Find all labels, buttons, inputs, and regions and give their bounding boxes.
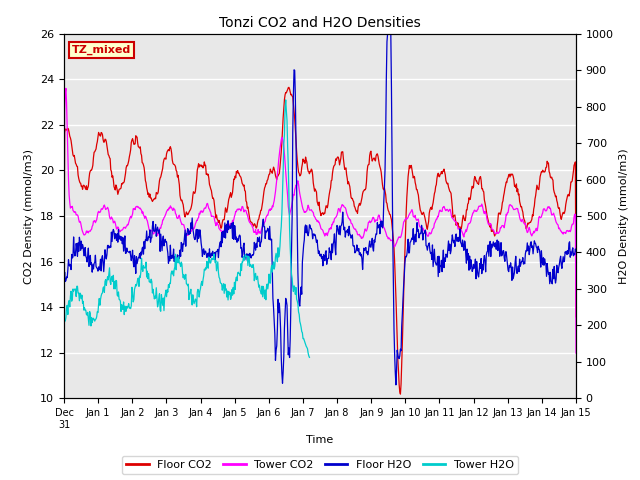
- X-axis label: Time: Time: [307, 435, 333, 445]
- Text: TZ_mixed: TZ_mixed: [72, 45, 131, 55]
- Title: Tonzi CO2 and H2O Densities: Tonzi CO2 and H2O Densities: [219, 16, 421, 30]
- Legend: Floor CO2, Tower CO2, Floor H2O, Tower H2O: Floor CO2, Tower CO2, Floor H2O, Tower H…: [122, 456, 518, 474]
- Y-axis label: H2O Density (mmol/m3): H2O Density (mmol/m3): [620, 148, 629, 284]
- Y-axis label: CO2 Density (mmol/m3): CO2 Density (mmol/m3): [24, 148, 35, 284]
